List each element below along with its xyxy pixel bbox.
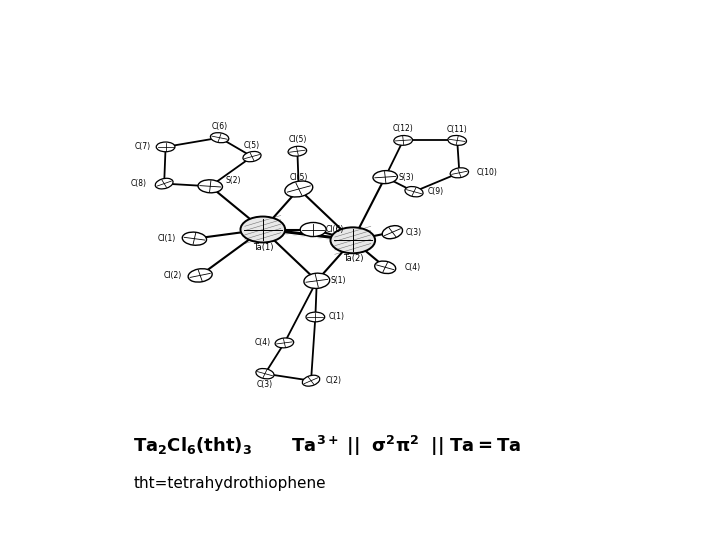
Ellipse shape xyxy=(256,368,274,379)
Ellipse shape xyxy=(198,180,222,193)
Text: Cl(1): Cl(1) xyxy=(158,234,176,243)
Ellipse shape xyxy=(243,151,261,162)
Text: C(1): C(1) xyxy=(329,313,345,321)
Ellipse shape xyxy=(285,181,312,197)
Text: C(3): C(3) xyxy=(406,228,422,237)
Ellipse shape xyxy=(302,375,320,386)
Text: C(8): C(8) xyxy=(131,179,147,188)
Ellipse shape xyxy=(373,171,397,184)
Text: Ta(1): Ta(1) xyxy=(253,243,273,252)
Text: Cl(5): Cl(5) xyxy=(288,135,307,144)
Ellipse shape xyxy=(156,178,173,189)
Text: tht=tetrahydrothiophene: tht=tetrahydrothiophene xyxy=(133,476,326,491)
Text: C(6): C(6) xyxy=(212,123,228,131)
Text: C(3): C(3) xyxy=(257,380,273,389)
Ellipse shape xyxy=(405,186,423,197)
Ellipse shape xyxy=(188,269,212,282)
Text: C(10): C(10) xyxy=(477,168,497,177)
Ellipse shape xyxy=(382,226,402,239)
Ellipse shape xyxy=(275,338,294,348)
Ellipse shape xyxy=(374,261,396,274)
Ellipse shape xyxy=(304,273,330,288)
Text: C(4): C(4) xyxy=(255,339,271,347)
Text: S(3): S(3) xyxy=(399,173,415,181)
Text: $\mathbf{Ta_2Cl_6(tht)_3}$       $\mathbf{Ta^{3+}}$$\mathbf{\ ||\ \ \sigma^2\pi^: $\mathbf{Ta_2Cl_6(tht)_3}$ $\mathbf{Ta^{… xyxy=(133,434,521,457)
Text: C(11): C(11) xyxy=(447,125,467,134)
Ellipse shape xyxy=(240,217,285,242)
Text: Cl(2): Cl(2) xyxy=(163,271,182,280)
Ellipse shape xyxy=(182,232,207,245)
Text: C(7): C(7) xyxy=(135,143,150,151)
Ellipse shape xyxy=(300,222,326,237)
Text: Ta(2): Ta(2) xyxy=(343,254,363,262)
Ellipse shape xyxy=(394,136,413,145)
Ellipse shape xyxy=(210,133,229,143)
Ellipse shape xyxy=(448,136,467,145)
Text: C(4): C(4) xyxy=(405,263,420,272)
Text: Cl(5): Cl(5) xyxy=(289,173,308,181)
Text: S(2): S(2) xyxy=(225,177,241,185)
Text: C(2): C(2) xyxy=(326,376,342,385)
Text: C(5): C(5) xyxy=(244,141,260,150)
Ellipse shape xyxy=(288,146,307,156)
Ellipse shape xyxy=(450,168,469,178)
Ellipse shape xyxy=(306,312,325,322)
Ellipse shape xyxy=(330,227,375,253)
Ellipse shape xyxy=(156,142,175,152)
Text: Cl(6): Cl(6) xyxy=(325,225,344,234)
Text: S(1): S(1) xyxy=(330,276,346,285)
Text: C(12): C(12) xyxy=(393,124,413,133)
Text: C(9): C(9) xyxy=(428,187,444,196)
